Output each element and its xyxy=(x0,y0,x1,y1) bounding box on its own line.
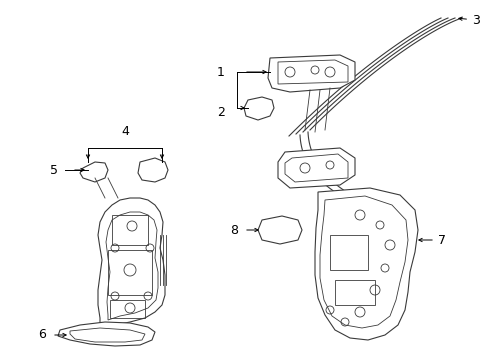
Polygon shape xyxy=(258,216,302,244)
Text: 6: 6 xyxy=(38,328,46,342)
Text: 1: 1 xyxy=(217,66,225,78)
Text: 3: 3 xyxy=(459,13,480,27)
Text: 8: 8 xyxy=(230,224,238,237)
Polygon shape xyxy=(244,97,274,120)
Text: 5: 5 xyxy=(50,163,58,176)
Text: 7: 7 xyxy=(438,234,446,247)
Polygon shape xyxy=(98,198,165,330)
Polygon shape xyxy=(138,158,168,182)
Polygon shape xyxy=(80,162,108,182)
Text: 2: 2 xyxy=(217,105,225,118)
Polygon shape xyxy=(268,55,355,92)
Polygon shape xyxy=(315,188,418,340)
Polygon shape xyxy=(278,148,355,188)
Polygon shape xyxy=(58,322,155,346)
Text: 4: 4 xyxy=(121,125,129,138)
